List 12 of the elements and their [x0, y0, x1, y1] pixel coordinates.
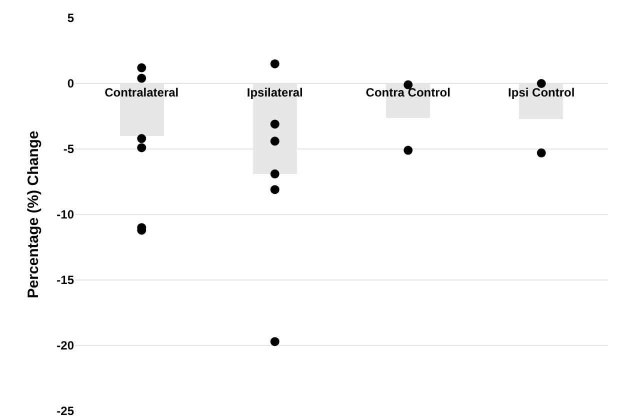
y-tick-label: -15: [56, 273, 74, 288]
y-axis-title: Percentage (%) Change: [24, 130, 42, 298]
x-tick-label: Contra Control: [366, 86, 450, 100]
y-tick-label: -20: [56, 338, 74, 353]
x-tick-label: Ipsilateral: [246, 86, 303, 100]
y-tick-label: 0: [67, 76, 74, 91]
y-tick-label: 5: [67, 11, 74, 26]
x-tick-label: Ipsi Control: [508, 86, 575, 100]
y-tick-label: -25: [56, 404, 74, 418]
y-tick-label: -10: [56, 208, 74, 222]
y-tick-label: -5: [63, 142, 74, 156]
x-tick-label: Contralateral: [104, 86, 179, 100]
